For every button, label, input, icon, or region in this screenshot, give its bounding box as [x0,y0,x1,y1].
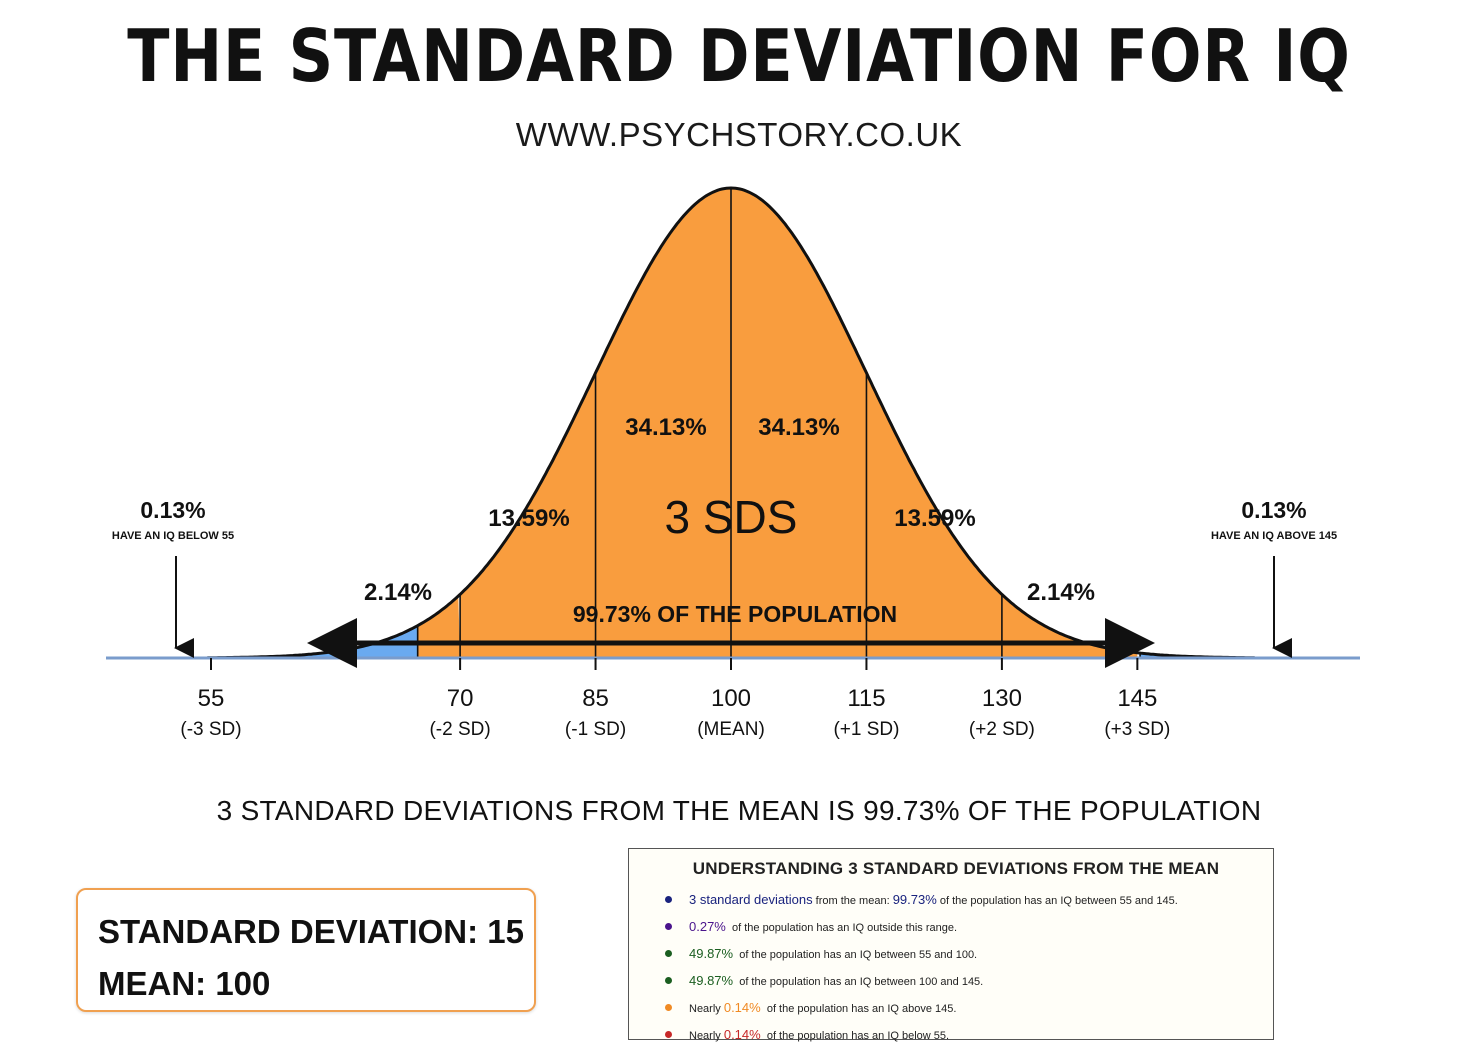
region-label-6: 2.14% [1027,579,1095,606]
highlight-text: 3 standard deviations [689,892,813,907]
tail-text-left: HAVE AN IQ BELOW 55 [112,530,234,542]
highlight-text: 99.73% [892,892,937,907]
tick-label-145: 145 [1117,685,1157,712]
bullet-dot-icon [665,977,672,984]
panel-item-5: Nearly 0.14% of the population has an IQ… [651,995,1261,1022]
highlight-text: 0.27% [689,919,726,934]
item-text: of the population has an IQ above 145. [760,1003,957,1015]
item-text: of the population has an IQ between 55 a… [733,949,978,961]
panel-item-2: 0.27% of the population has an IQ outsid… [651,914,1261,941]
item-text: from the mean: [812,895,893,907]
region-label-2: 13.59% [488,505,569,532]
tail-text-right: HAVE AN IQ ABOVE 145 [1211,530,1337,542]
highlight-text: 49.87% [689,973,734,988]
item-text: of the population has an IQ below 55. [760,1030,950,1042]
tick-label-130: 130 [982,685,1022,712]
highlight-text: 0.14% [723,1000,761,1015]
tick-label-100: 100 [711,685,751,712]
tick-sublabel-100: (MEAN) [697,719,765,740]
tick-sublabel-55: (-3 SD) [180,719,241,740]
item-text: of the population has an IQ between 55 a… [936,895,1178,907]
mean-value: MEAN: 100 [98,965,271,1002]
tail-percent-left: 0.13% [140,497,205,523]
highlight-text: 49.87% [689,946,734,961]
sd-value: STANDARD DEVIATION: 15 [98,913,524,950]
panel-item-1: 3 standard deviations from the mean: 99.… [651,887,1261,914]
tick-sublabel-115: (+1 SD) [833,719,899,740]
tick-label-85: 85 [582,685,609,712]
panel-item-4: 49.87% of the population has an IQ betwe… [651,968,1261,995]
tick-label-55: 55 [198,685,225,712]
bullet-dot-icon [665,1031,672,1038]
highlight-text: 0.14% [723,1027,761,1042]
bullet-dot-icon [665,950,672,957]
item-text: of the population has an IQ between 100 … [733,976,984,988]
tick-sublabel-130: (+2 SD) [969,719,1035,740]
summary-caption: 3 STANDARD DEVIATIONS FROM THE MEAN IS 9… [216,795,1262,826]
range-label: 99.73% OF THE POPULATION [573,601,897,627]
tail-percent-right: 0.13% [1241,497,1306,523]
region-label-5: 13.59% [894,505,975,532]
tick-sublabel-145: (+3 SD) [1104,719,1170,740]
tick-sublabel-70: (-2 SD) [429,719,490,740]
stats-box: STANDARD DEVIATION: 15 MEAN: 100 [76,888,536,1012]
panel-item-6: Nearly 0.14% of the population has an IQ… [651,1022,1261,1049]
tick-label-115: 115 [847,685,885,712]
bullet-dot-icon [665,923,672,930]
bell-curve-chart: 55 (-3 SD) 70 (-2 SD) 85 (-1 SD) 100 (MEAN) 115 (… [106,186,1360,740]
region-label-4: 34.13% [758,414,839,441]
item-text: Nearly [689,1003,724,1015]
tick-label-70: 70 [447,685,474,712]
panel-title: UNDERSTANDING 3 STANDARD DEVIATIONS FROM… [692,859,1220,878]
page-title: THE STANDARD DEVIATION FOR IQ [127,14,1351,98]
center-label: 3 SDS [665,491,798,543]
item-text: Nearly [689,1030,724,1042]
bullet-dot-icon [665,1004,672,1011]
explanation-panel: UNDERSTANDING 3 STANDARD DEVIATIONS FROM… [628,848,1274,1042]
bullet-dot-icon [665,896,672,903]
region-label-1: 2.14% [364,579,432,606]
panel-item-3: 49.87% of the population has an IQ betwe… [651,941,1261,968]
item-text: of the population has an IQ outside this… [725,922,958,934]
website-url: WWW.PSYCHSTORY.CO.UK [515,116,963,153]
tick-sublabel-85: (-1 SD) [565,719,626,740]
region-label-3: 34.13% [625,414,706,441]
